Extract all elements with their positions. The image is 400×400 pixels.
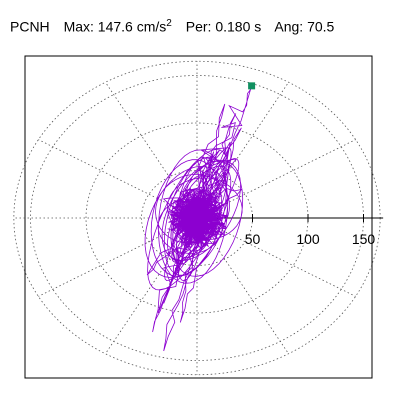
chart-header: PCNH Max: 147.6 cm/s2 Per: 0.180 s Ang: … xyxy=(10,18,334,40)
radial-axis: 50 100 150 xyxy=(197,214,384,247)
trace-path xyxy=(144,85,252,352)
station-code: PCNH xyxy=(10,18,50,35)
grid-spoke-210 xyxy=(38,217,198,297)
grid-spoke-120 xyxy=(105,82,198,219)
max-unit: cm/s xyxy=(136,18,167,35)
plot-frame xyxy=(24,55,373,379)
radial-tick-label-50: 50 xyxy=(245,231,261,247)
max-label: Max: xyxy=(63,18,94,35)
grid-spoke-240 xyxy=(105,217,198,354)
radial-tick-label-100: 100 xyxy=(296,231,320,247)
per-value: 0.180 s xyxy=(215,18,262,35)
grid-spoke-60 xyxy=(196,82,289,219)
grid-spoke-330 xyxy=(196,217,356,297)
grid-spoke-300 xyxy=(196,217,289,354)
max-value: 147.6 xyxy=(97,18,133,35)
motion-trace xyxy=(144,85,252,352)
peak-marker xyxy=(248,82,256,90)
ang-label: Ang: xyxy=(274,18,304,35)
max-unit-exponent: 2 xyxy=(166,18,172,29)
ang-value: 70.5 xyxy=(307,18,335,35)
per-label: Per: xyxy=(185,18,212,35)
peak-marker-group xyxy=(248,82,256,90)
radial-tick-label-150: 150 xyxy=(352,231,376,247)
